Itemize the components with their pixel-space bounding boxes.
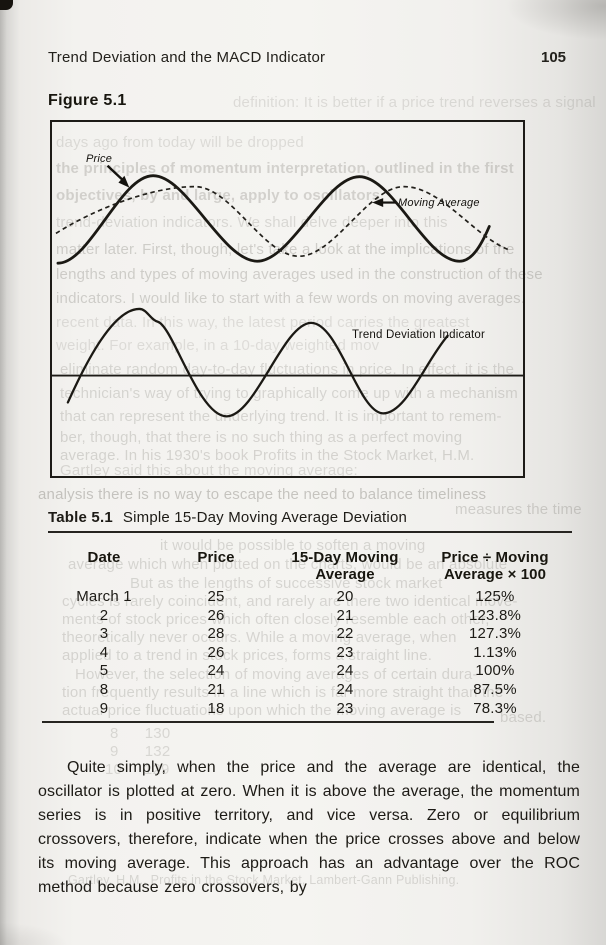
- table-cell: 21: [207, 680, 225, 698]
- scan-corner-artifact: [0, 0, 13, 10]
- table-cell: 9: [99, 699, 109, 717]
- table-cell: 3: [99, 625, 109, 643]
- ghost-text-line: it would be possible to soften a moving: [160, 537, 426, 554]
- table-row: March 1 25 20 125%: [48, 588, 572, 607]
- table-cell: 26: [207, 606, 225, 624]
- table-cell: 2: [99, 606, 109, 624]
- table-cell: 24: [207, 662, 225, 680]
- ghost-text-line: the principles of momentum interpretatio…: [56, 160, 514, 177]
- table-cell: 127.3%: [468, 625, 522, 643]
- table-cell: 125%: [475, 588, 515, 605]
- moving-average-curve-label: Moving Average: [398, 197, 480, 209]
- ghost-text-line: analysis there is no way to escape the n…: [38, 486, 487, 503]
- table-cell: March 1: [76, 588, 132, 605]
- table-cell: 5: [99, 662, 109, 680]
- ghost-text-line: average. In his 1930's book Profits in t…: [60, 447, 475, 464]
- column-header-date: Date: [87, 549, 121, 566]
- ghost-text-line: actual price fluctuations upon which the…: [62, 702, 462, 719]
- ghost-text-line: However, the selection of moving average…: [75, 666, 478, 683]
- table-caption-text: Simple 15-Day Moving Average Deviation: [122, 509, 408, 526]
- ghost-text-line: 10 129: [105, 761, 170, 778]
- figure-label: Figure 5.1: [48, 92, 127, 109]
- ghost-text-line: weight. For example, in a 10-day weighte…: [56, 337, 380, 354]
- table-cell: 22: [336, 625, 354, 643]
- ghost-text-line: cycles is rarely coincident, and rarely …: [62, 593, 518, 610]
- table-cell: 78.3%: [473, 699, 517, 717]
- figure-chart: [52, 164, 523, 418]
- table-cell: 1.13%: [473, 643, 517, 661]
- ghost-text-line: But as the lengths of successive stock m…: [130, 575, 443, 592]
- table-cell: 4: [99, 643, 109, 661]
- ghost-text-line: objectives, by and large, apply to oscil…: [56, 187, 381, 204]
- table-row: 3 28 22 127.3%: [48, 625, 572, 644]
- ghost-text-line: applied to a trend in stock prices, form…: [62, 647, 433, 664]
- table-cell: 23: [336, 643, 354, 661]
- table-cell: 25: [207, 588, 225, 605]
- price-curve-label: Price: [86, 153, 113, 165]
- ghost-text-line: Gartley said this about the moving avera…: [60, 462, 358, 479]
- ghost-text-line: technician's way of trying to graphicall…: [60, 385, 518, 402]
- ghost-text-line: ber, though, that there is no such thing…: [60, 429, 463, 446]
- ghost-text-line: matter later. First, though, let's take …: [56, 241, 515, 258]
- table-cell: 23: [336, 699, 354, 717]
- figure-5-1: [50, 120, 525, 478]
- ghost-text-line: that can represent the underlying trend.…: [60, 408, 502, 425]
- ghost-text-line: ments of stock prices which often closel…: [62, 611, 490, 628]
- ghost-text-line: Gartley, H.M., Profits in the Stock Mark…: [68, 873, 460, 887]
- table-label: Table 5.1: [48, 509, 113, 526]
- table-row: 5 24 24 100%: [48, 662, 572, 681]
- ghost-text-line: indicators. I would like to start with a…: [56, 290, 526, 307]
- ghost-text-line: measures the time: [455, 501, 582, 518]
- table-cell: 87.5%: [473, 680, 517, 698]
- ghost-text-line: 9 132: [110, 743, 171, 760]
- table-cell: 123.8%: [468, 606, 522, 624]
- table-5-1: Date Price 15-Day Moving Average Price ÷…: [48, 549, 572, 718]
- column-header-moving-average: 15-Day Moving Average: [291, 549, 399, 583]
- trend-deviation-curve-label: Trend Deviation Indicator: [352, 329, 486, 341]
- table-cell: 18: [207, 699, 225, 717]
- page-number: 105: [541, 49, 567, 66]
- table-top-rule: [48, 531, 572, 533]
- table-cell: 100%: [475, 662, 515, 680]
- ghost-text-line: theoretically never occurs. While a movi…: [62, 629, 457, 646]
- table-cell: 8: [99, 680, 109, 698]
- running-head: Trend Deviation and the MACD Indicator: [48, 49, 326, 66]
- table-row: 2 26 21 123.8%: [48, 607, 572, 626]
- table-row: 9 18 23 78.3%: [48, 700, 572, 719]
- table-bottom-rule: [42, 721, 494, 723]
- table-cell: 26: [207, 643, 225, 661]
- column-header-price: Price: [197, 549, 235, 566]
- price-line: [56, 174, 491, 265]
- table-cell: 21: [336, 606, 354, 624]
- table-cell: 28: [207, 625, 225, 643]
- body-paragraph: Quite simply, when the price and the ave…: [38, 759, 580, 896]
- ghost-text-line: days ago from today will be dropped: [56, 134, 304, 151]
- ghost-text-line: eliminate random day-to-day fluctuations…: [60, 361, 515, 378]
- table-cell: 24: [336, 680, 354, 698]
- table-caption: Table 5.1 Simple 15-Day Moving Average De…: [48, 509, 407, 526]
- ghost-text-line: recent data. In this way, the latest per…: [56, 314, 470, 331]
- table-cell: 20: [336, 588, 354, 605]
- ghost-text-line: 8 130: [110, 725, 171, 742]
- ghost-text-line: trend-deviation indicators. We shall del…: [56, 214, 448, 231]
- trend-deviation-line: [66, 307, 449, 418]
- table-body: March 1 25 20 125% 2 26 21 123.8% 3 28 22 127.3% 4 26…: [48, 588, 572, 718]
- column-header-price-div-average: Price ÷ Moving Average × 100: [441, 549, 549, 583]
- ghost-text-line: tion frequently results in a line which …: [62, 684, 504, 701]
- price-arrow-icon: [106, 164, 130, 188]
- ghost-text-line: average which when plotted on the charts…: [68, 556, 508, 573]
- ghost-text-line: lengths and types of moving averages use…: [56, 266, 543, 283]
- table-row: 8 21 24 87.5%: [48, 681, 572, 700]
- table-header-row: Date Price 15-Day Moving Average Price ÷…: [48, 549, 572, 588]
- ghost-text-line: definition: It is better if a price tren…: [233, 94, 596, 111]
- moving-average-arrow-icon: [372, 198, 397, 208]
- ghost-text-line: based.: [500, 709, 547, 726]
- table-row: 4 26 23 1.13%: [48, 644, 572, 663]
- table-cell: 24: [336, 662, 354, 680]
